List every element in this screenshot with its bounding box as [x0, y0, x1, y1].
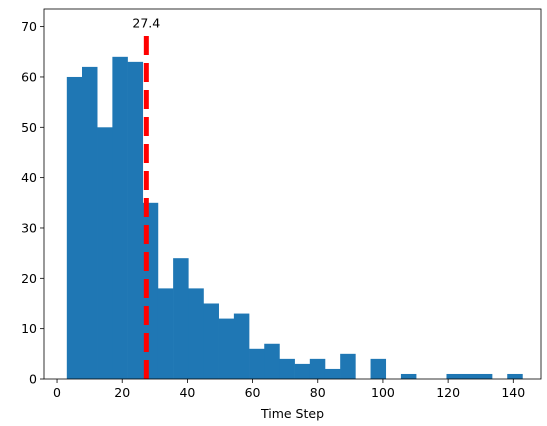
x-tick-label: 80 — [310, 385, 326, 400]
y-tick-label: 70 — [21, 19, 37, 34]
x-tick-label: 40 — [179, 385, 195, 400]
y-tick-label: 50 — [21, 120, 37, 135]
histogram-bar — [324, 368, 341, 379]
histogram-bar — [507, 373, 523, 379]
histogram-bar — [233, 313, 250, 379]
histogram-bar — [264, 343, 280, 379]
x-tick-label: 140 — [501, 385, 525, 400]
histogram-bar — [157, 288, 174, 379]
y-tick-label: 60 — [21, 69, 37, 84]
x-tick-label: 60 — [245, 385, 261, 400]
histogram-bar — [309, 358, 326, 379]
axes — [43, 8, 542, 380]
x-tick-label: 20 — [114, 385, 130, 400]
histogram-bar — [173, 258, 189, 379]
y-tick-label: 0 — [29, 372, 37, 387]
y-tick-label: 30 — [21, 220, 37, 235]
histogram-bar — [340, 353, 356, 379]
histogram-bar — [249, 348, 265, 379]
x-tick-label: 0 — [53, 385, 61, 400]
histogram-bar — [112, 56, 128, 380]
histogram-bar — [218, 318, 235, 379]
histogram-bar — [461, 373, 478, 379]
y-tick-label: 10 — [21, 321, 37, 336]
histogram-bar — [446, 373, 462, 379]
histogram-bar — [66, 76, 83, 380]
histogram-bar — [370, 358, 387, 379]
y-axis-ticks: 0 10 20 30 40 50 60 70 — [21, 19, 44, 387]
histogram-bar — [82, 66, 98, 379]
histogram-bar — [188, 288, 204, 379]
x-tick-label: 120 — [436, 385, 460, 400]
histogram-bar — [279, 358, 295, 379]
histogram-bar — [476, 373, 493, 379]
histogram-bar — [127, 61, 144, 379]
x-axis-ticks: 0 20 40 60 80 100 120 140 — [53, 379, 525, 400]
histogram-bar — [400, 373, 417, 379]
histogram-bar — [203, 303, 219, 379]
x-tick-label: 100 — [371, 385, 395, 400]
y-tick-label: 40 — [21, 170, 37, 185]
histogram-bar — [294, 363, 311, 379]
histogram-bars — [66, 56, 523, 380]
y-tick-label: 20 — [21, 271, 37, 286]
reference-line-label: 27.4 — [132, 16, 160, 31]
plot-frame — [43, 8, 542, 380]
x-axis-title: Time Step — [260, 406, 324, 421]
histogram-bar — [97, 127, 113, 379]
